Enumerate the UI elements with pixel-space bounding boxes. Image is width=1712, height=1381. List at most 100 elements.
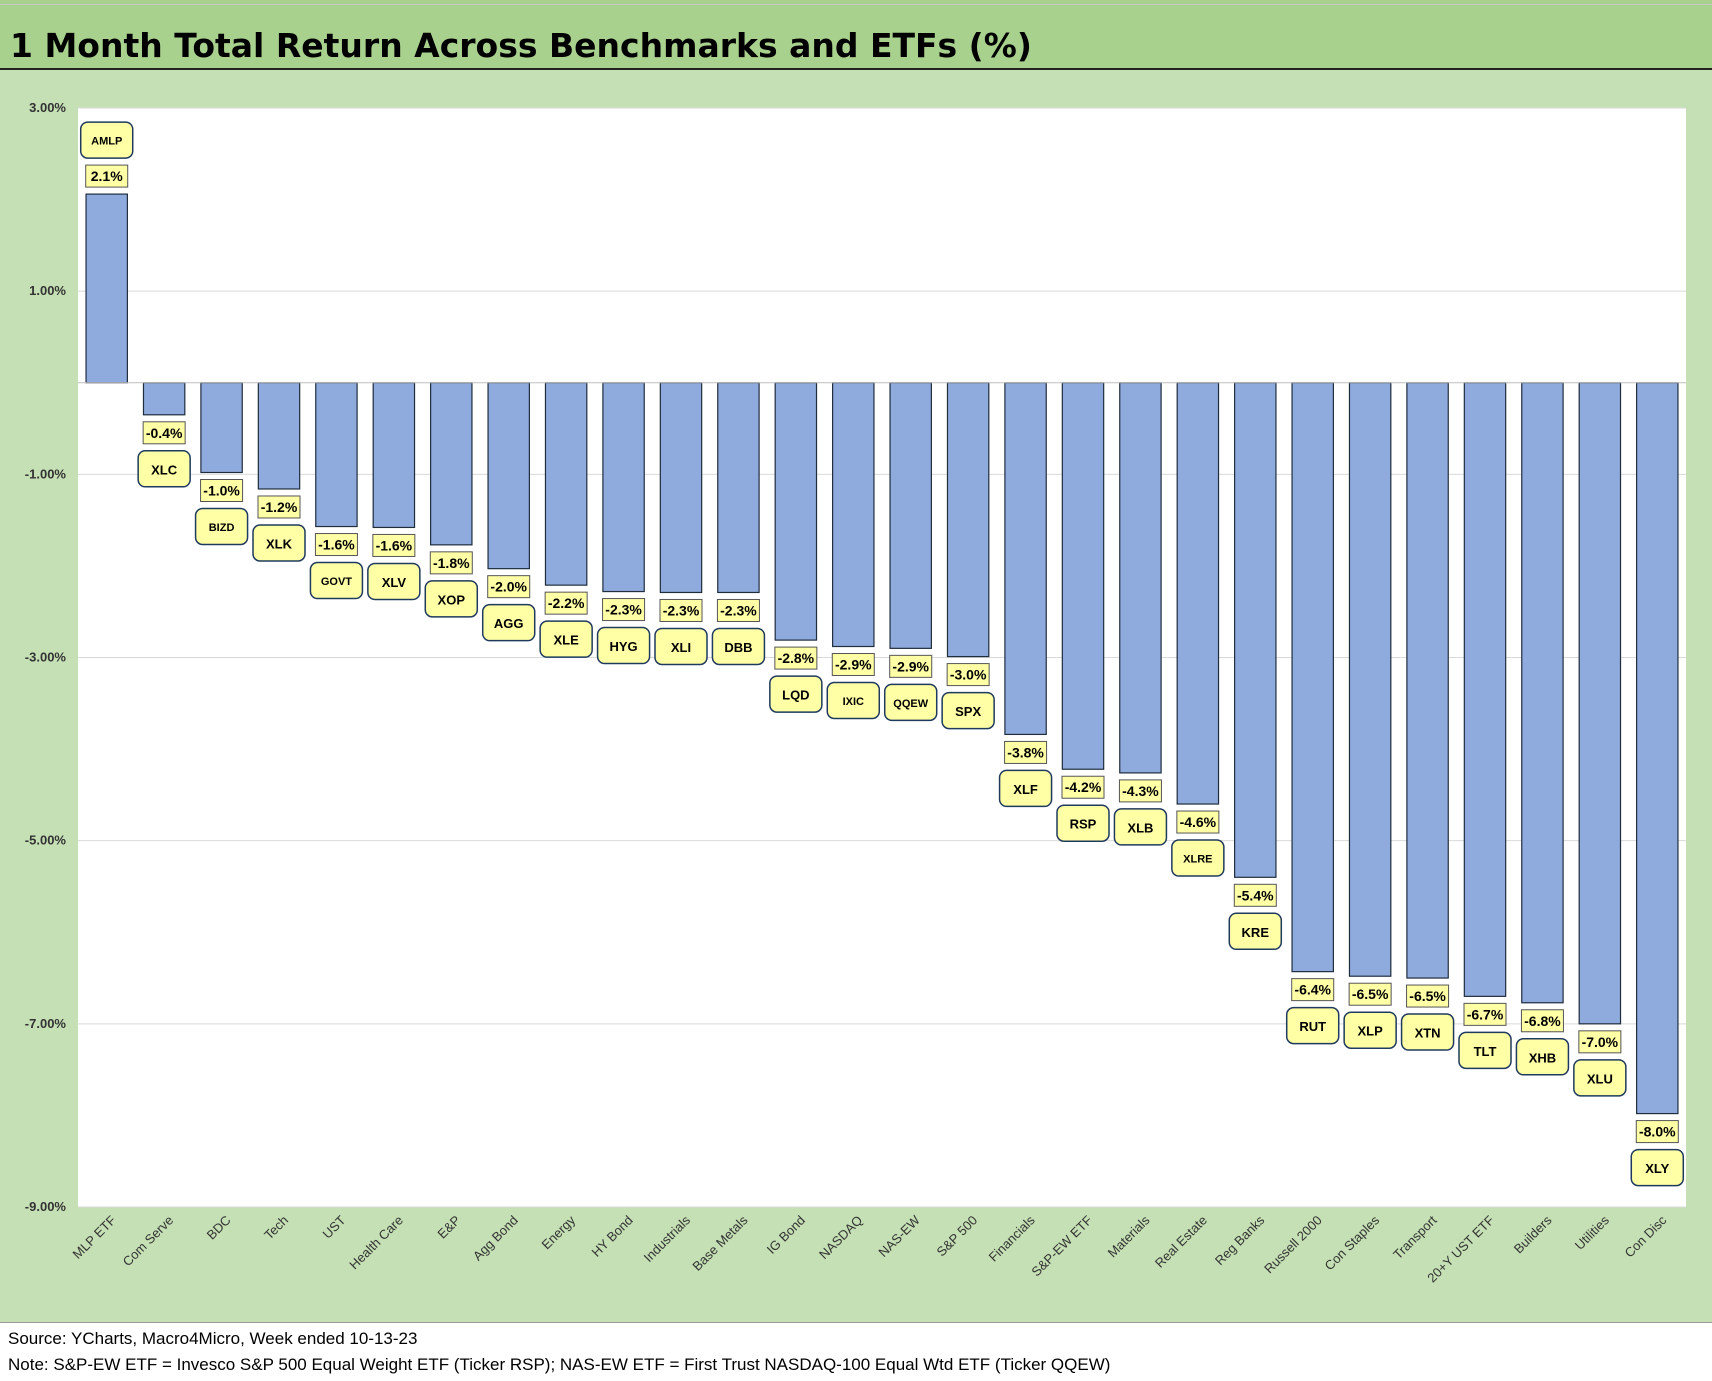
ticker-box bbox=[769, 675, 823, 713]
value-label-box bbox=[257, 495, 301, 519]
category-label: UST bbox=[320, 1212, 349, 1241]
bar bbox=[889, 382, 932, 649]
category-label: S&P 500 bbox=[934, 1213, 981, 1260]
bar bbox=[544, 382, 588, 586]
value-label-box bbox=[946, 663, 990, 687]
category-label: BDC bbox=[204, 1213, 234, 1243]
value-label: -2.9% bbox=[892, 658, 929, 674]
bar bbox=[1004, 382, 1047, 736]
value-label: -7.0% bbox=[1582, 1034, 1619, 1050]
ticker-label: RSP bbox=[1070, 817, 1097, 832]
ticker-box bbox=[1113, 808, 1168, 846]
value-label-box bbox=[1463, 1002, 1507, 1026]
value-label: -1.2% bbox=[261, 499, 298, 515]
category-label: Com Serve bbox=[120, 1213, 177, 1270]
value-label-box bbox=[1118, 779, 1162, 803]
y-tick-label: -5.00% bbox=[25, 833, 67, 848]
category-label: Tech bbox=[261, 1213, 291, 1243]
category-label: NASDAQ bbox=[816, 1213, 865, 1262]
bar bbox=[1234, 382, 1277, 878]
value-label-box bbox=[831, 653, 875, 677]
value-label: -2.9% bbox=[835, 657, 872, 673]
value-label: -6.8% bbox=[1524, 1013, 1561, 1029]
ticker-label: XLB bbox=[1127, 820, 1153, 835]
bar bbox=[1348, 382, 1392, 977]
value-label-box bbox=[1176, 810, 1220, 834]
bar bbox=[1119, 382, 1162, 774]
ticker-box bbox=[424, 580, 479, 618]
value-label: -1.0% bbox=[203, 483, 240, 499]
ticker-box bbox=[1343, 1011, 1397, 1049]
value-label-box bbox=[1578, 1030, 1622, 1054]
ticker-box bbox=[79, 121, 134, 159]
ticker-box bbox=[1171, 839, 1225, 877]
value-label-box bbox=[1348, 982, 1392, 1006]
ticker-label: XLF bbox=[1013, 782, 1038, 797]
y-tick-label: -3.00% bbox=[25, 650, 67, 665]
value-label: -2.3% bbox=[605, 602, 642, 618]
ticker-box bbox=[1285, 1006, 1340, 1045]
bar bbox=[200, 382, 243, 474]
ticker-label: QQEW bbox=[893, 698, 928, 710]
bar bbox=[372, 382, 416, 529]
value-label-box bbox=[1004, 740, 1048, 764]
value-label: -8.0% bbox=[1639, 1124, 1676, 1140]
category-label: IG Bond bbox=[764, 1213, 808, 1257]
source-note: Source: YCharts, Macro4Micro, Week ended… bbox=[8, 1329, 418, 1348]
y-tick-label: 3.00% bbox=[29, 100, 66, 115]
ticker-box bbox=[367, 562, 421, 601]
value-label: -3.0% bbox=[950, 667, 987, 683]
category-label: Agg Bond bbox=[470, 1213, 521, 1264]
ticker-label: XLI bbox=[671, 640, 691, 655]
title-bar: 1 Month Total Return Across Benchmarks a… bbox=[0, 0, 1712, 70]
value-label-box bbox=[1635, 1120, 1679, 1144]
category-label: Reg Banks bbox=[1212, 1212, 1268, 1268]
ticker-box bbox=[654, 627, 708, 666]
value-label-box bbox=[659, 598, 703, 622]
category-label: MLP ETF bbox=[70, 1212, 119, 1261]
value-label: -2.2% bbox=[548, 595, 585, 611]
value-label-box bbox=[314, 533, 358, 557]
ticker-label: XLP bbox=[1357, 1024, 1383, 1039]
ticker-box bbox=[1228, 912, 1283, 951]
value-label: -6.4% bbox=[1294, 982, 1331, 998]
y-tick-label: -9.00% bbox=[25, 1199, 67, 1214]
ticker-box bbox=[1056, 804, 1110, 842]
bar bbox=[1061, 382, 1105, 770]
y-tick-label: 1.00% bbox=[29, 283, 66, 298]
ticker-box bbox=[309, 561, 364, 600]
value-label: -2.0% bbox=[490, 579, 527, 595]
ticker-box bbox=[252, 524, 306, 562]
bar bbox=[430, 382, 473, 546]
ticker-label: DBB bbox=[724, 640, 752, 655]
ticker-label: XLY bbox=[1645, 1161, 1669, 1176]
chart-title: 1 Month Total Return Across Benchmarks a… bbox=[10, 26, 1032, 65]
ticker-box bbox=[1458, 1031, 1512, 1070]
ticker-label: XLE bbox=[553, 633, 579, 648]
bar bbox=[1291, 382, 1334, 973]
category-label: Utilities bbox=[1572, 1212, 1613, 1253]
ticker-note: Note: S&P-EW ETF = Invesco S&P 500 Equal… bbox=[8, 1355, 1111, 1374]
value-label-box bbox=[487, 575, 531, 599]
bar bbox=[1521, 382, 1564, 1004]
value-label: -6.5% bbox=[1409, 988, 1446, 1004]
value-label-box bbox=[774, 646, 818, 670]
value-label: -1.6% bbox=[376, 537, 413, 553]
ticker-label: XLK bbox=[266, 536, 293, 551]
ticker-label: LQD bbox=[782, 688, 809, 703]
bar bbox=[774, 382, 818, 641]
value-label: -0.4% bbox=[146, 425, 183, 441]
category-label: Financials bbox=[986, 1212, 1038, 1264]
ticker-box bbox=[1515, 1038, 1570, 1076]
bar bbox=[1406, 382, 1449, 979]
value-label: -2.3% bbox=[663, 602, 700, 618]
bar bbox=[257, 382, 301, 490]
ticker-box bbox=[481, 603, 536, 642]
ticker-box bbox=[826, 681, 881, 720]
category-label: HY Bond bbox=[588, 1213, 635, 1260]
bar bbox=[1636, 382, 1679, 1115]
y-tick-label: -1.00% bbox=[25, 466, 67, 481]
category-label: Con Disc bbox=[1622, 1212, 1670, 1260]
bar bbox=[946, 382, 990, 658]
category-label: NAS-EW bbox=[875, 1212, 923, 1260]
